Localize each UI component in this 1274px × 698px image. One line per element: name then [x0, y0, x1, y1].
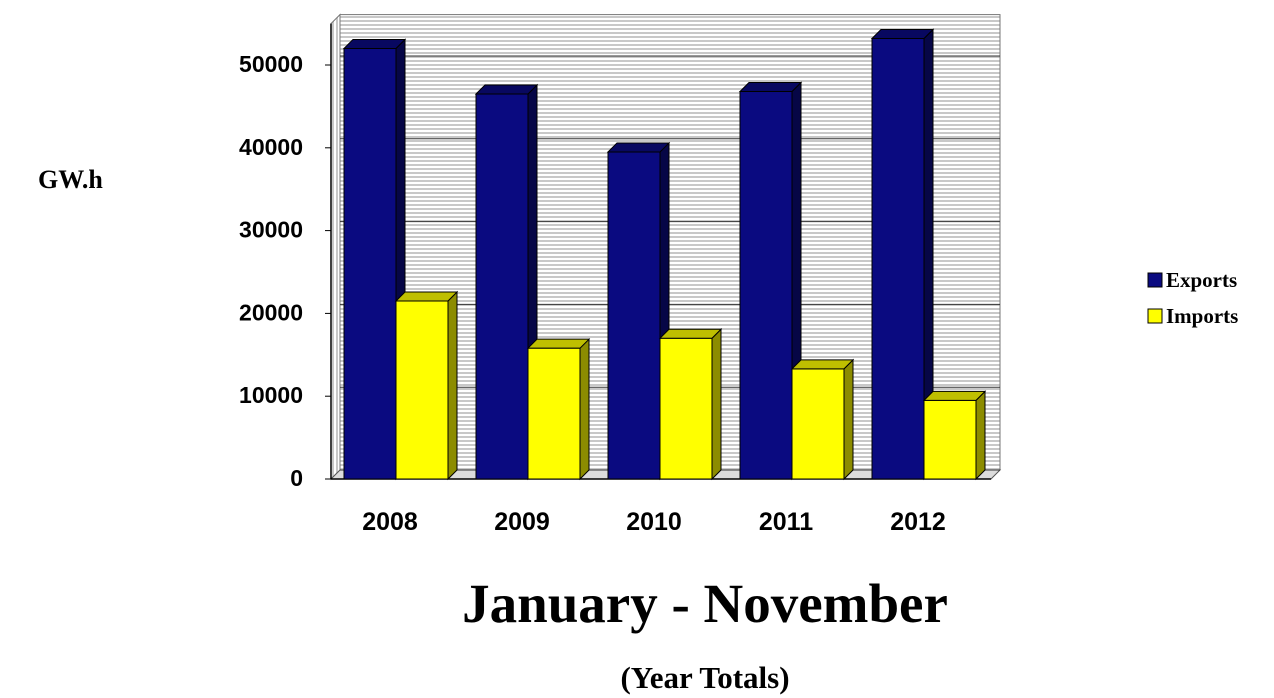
legend-swatch-exports [1147, 272, 1163, 288]
bar-exports-2011 [738, 81, 803, 481]
bar-top [342, 38, 407, 49]
y-axis-label: GW.h [38, 165, 103, 194]
y-tick-label: 40000 [239, 134, 303, 160]
bar-top [606, 142, 671, 153]
legend-swatch-imports [1147, 308, 1163, 324]
y-axis-ticks: 0 10000 20000 30000 40000 50000 [239, 51, 331, 491]
y-tick-label: 0 [290, 465, 303, 491]
bar-front [871, 38, 925, 480]
y-tick-label: 20000 [239, 299, 303, 325]
bar-top [658, 328, 723, 339]
bar-front [527, 347, 581, 480]
bar-top [922, 390, 987, 401]
x-axis-ticks: 2008 2009 2010 2011 2012 [362, 508, 946, 536]
bar-front [475, 93, 529, 480]
plot-side-wall [330, 13, 341, 481]
bar-side [843, 358, 854, 481]
bar-side [711, 328, 722, 481]
bar-imports-2009 [526, 337, 591, 481]
x-tick-label: 2011 [759, 508, 813, 536]
legend: Exports Imports [1147, 268, 1238, 328]
bar-front [395, 300, 449, 480]
y-tick-label: 50000 [239, 51, 303, 77]
bar-front [923, 399, 977, 480]
bar-side [975, 390, 986, 481]
chart-title: January - November [462, 573, 948, 634]
y-tick-label: 10000 [239, 382, 303, 408]
x-tick-label: 2010 [626, 508, 682, 536]
x-tick-label: 2009 [494, 508, 550, 536]
bar-top [474, 84, 539, 95]
legend-label-imports: Imports [1166, 304, 1238, 328]
bar-imports-2008 [394, 290, 459, 481]
x-tick-label: 2008 [362, 508, 418, 536]
x-tick-label: 2012 [890, 508, 946, 536]
bar-imports-2011 [790, 358, 855, 481]
bar-front [607, 151, 661, 480]
bars [342, 28, 987, 481]
bar-top [790, 359, 855, 370]
bar-top [870, 29, 935, 40]
bar-front [739, 90, 793, 480]
bar-top [738, 81, 803, 92]
bar-front [791, 368, 845, 480]
bar-front [659, 337, 713, 480]
bar-front [343, 47, 397, 480]
chart-subtitle: (Year Totals) [620, 660, 790, 695]
legend-label-exports: Exports [1166, 268, 1237, 292]
bar-side [447, 290, 458, 481]
bar-side [579, 337, 590, 481]
bar-top [526, 338, 591, 349]
bar-imports-2010 [658, 328, 723, 481]
bar-imports-2012 [922, 390, 987, 481]
y-tick-label: 30000 [239, 217, 303, 243]
bar-top [394, 291, 459, 302]
